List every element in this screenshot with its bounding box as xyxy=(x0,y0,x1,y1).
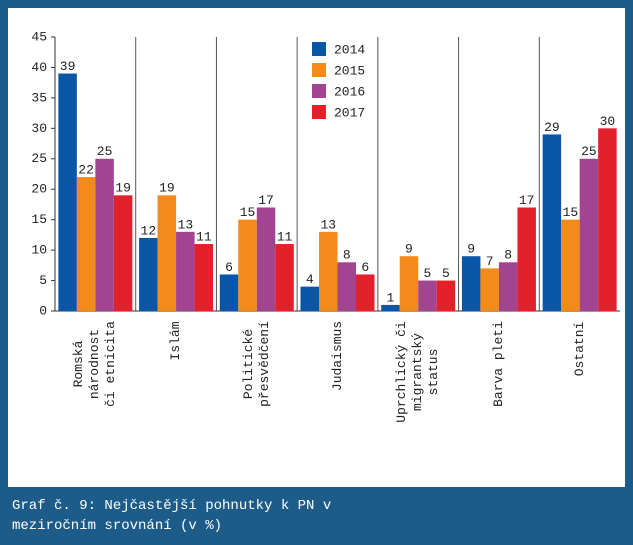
legend-swatch xyxy=(312,63,326,77)
y-tick-label: 35 xyxy=(31,90,47,105)
bar xyxy=(598,128,617,311)
value-label: 4 xyxy=(306,272,314,287)
legend-swatch xyxy=(312,42,326,56)
bar xyxy=(517,207,536,311)
chart: 0510152025303540453922251912191311615171… xyxy=(31,29,620,318)
x-tick-label: Ostatní xyxy=(571,321,587,376)
value-label: 11 xyxy=(277,229,293,244)
value-label: 8 xyxy=(343,248,351,263)
legend-label: 2017 xyxy=(334,105,365,120)
bar xyxy=(498,262,518,311)
bar xyxy=(337,262,356,311)
value-label: 22 xyxy=(78,162,94,177)
bar xyxy=(418,280,437,311)
value-label: 25 xyxy=(97,144,113,159)
bar xyxy=(76,177,96,311)
bar xyxy=(194,244,214,311)
bar xyxy=(95,158,114,311)
bar xyxy=(219,274,239,311)
value-label: 1 xyxy=(387,290,395,305)
value-label: 15 xyxy=(240,205,256,220)
x-tick-label: Uprchlický či migrantský status xyxy=(394,320,442,423)
y-tick-label: 40 xyxy=(31,60,47,75)
value-label: 19 xyxy=(115,181,131,196)
y-tick-label: 10 xyxy=(31,243,47,258)
legend-label: 2016 xyxy=(334,84,365,99)
bar xyxy=(579,158,599,311)
x-tick-label: Barva pleti xyxy=(490,321,506,407)
value-label: 13 xyxy=(320,217,336,232)
bar xyxy=(356,274,375,311)
value-label: 25 xyxy=(581,144,597,159)
x-tick-label: Politické přesvědčení xyxy=(240,321,272,407)
y-tick-label: 5 xyxy=(39,273,47,288)
bar xyxy=(275,244,294,311)
chart-title: Graf č. 9: Nejčastější pohnutky k PN v m… xyxy=(12,498,332,534)
bar xyxy=(319,231,338,311)
bar xyxy=(480,268,499,311)
legend-swatch xyxy=(312,84,326,98)
value-label: 6 xyxy=(225,260,233,275)
value-label: 17 xyxy=(258,193,274,208)
y-tick-label: 0 xyxy=(39,303,47,318)
x-tick-label: Judaismus xyxy=(329,320,345,392)
bar xyxy=(157,195,177,311)
bar xyxy=(58,73,77,312)
legend-label: 2015 xyxy=(334,63,365,78)
bar xyxy=(436,280,456,311)
y-tick-label: 20 xyxy=(31,182,47,197)
y-tick-label: 15 xyxy=(31,212,47,227)
bar xyxy=(139,237,158,311)
value-label: 11 xyxy=(196,229,212,244)
bar xyxy=(561,219,580,311)
value-label: 9 xyxy=(405,242,413,257)
value-label: 15 xyxy=(563,205,579,220)
plot-area: 0 5 10 15 20 25 30 35 40 45 39 22 25 19 12 19 13 11 6 15 17 1… xyxy=(8,8,625,487)
value-label: 9 xyxy=(467,242,475,257)
value-label: 6 xyxy=(361,260,369,275)
value-label: 13 xyxy=(178,217,194,232)
bar xyxy=(113,195,133,311)
bar xyxy=(300,286,319,311)
value-label: 30 xyxy=(600,114,616,129)
value-label: 12 xyxy=(141,223,157,238)
y-tick-label: 45 xyxy=(31,29,47,44)
bar xyxy=(256,207,276,311)
value-label: 5 xyxy=(442,266,450,281)
value-label: 39 xyxy=(60,59,76,74)
value-label: 29 xyxy=(544,120,560,135)
y-tick-label: 30 xyxy=(31,121,47,136)
value-label: 8 xyxy=(504,248,512,263)
x-tick-label: Islám xyxy=(168,320,184,361)
value-label: 19 xyxy=(159,181,175,196)
value-label: 7 xyxy=(486,254,494,269)
bar xyxy=(238,219,257,311)
bar xyxy=(542,134,562,311)
y-tick-label: 25 xyxy=(31,151,47,166)
bar xyxy=(176,231,195,311)
x-tick-label: Romská národnost či etnicita xyxy=(71,321,119,407)
value-label: 5 xyxy=(424,266,432,281)
bar xyxy=(381,304,400,311)
bar xyxy=(461,256,481,311)
bar xyxy=(399,256,419,311)
legend-swatch xyxy=(312,105,326,119)
value-label: 17 xyxy=(519,193,535,208)
legend-label: 2014 xyxy=(334,42,365,57)
